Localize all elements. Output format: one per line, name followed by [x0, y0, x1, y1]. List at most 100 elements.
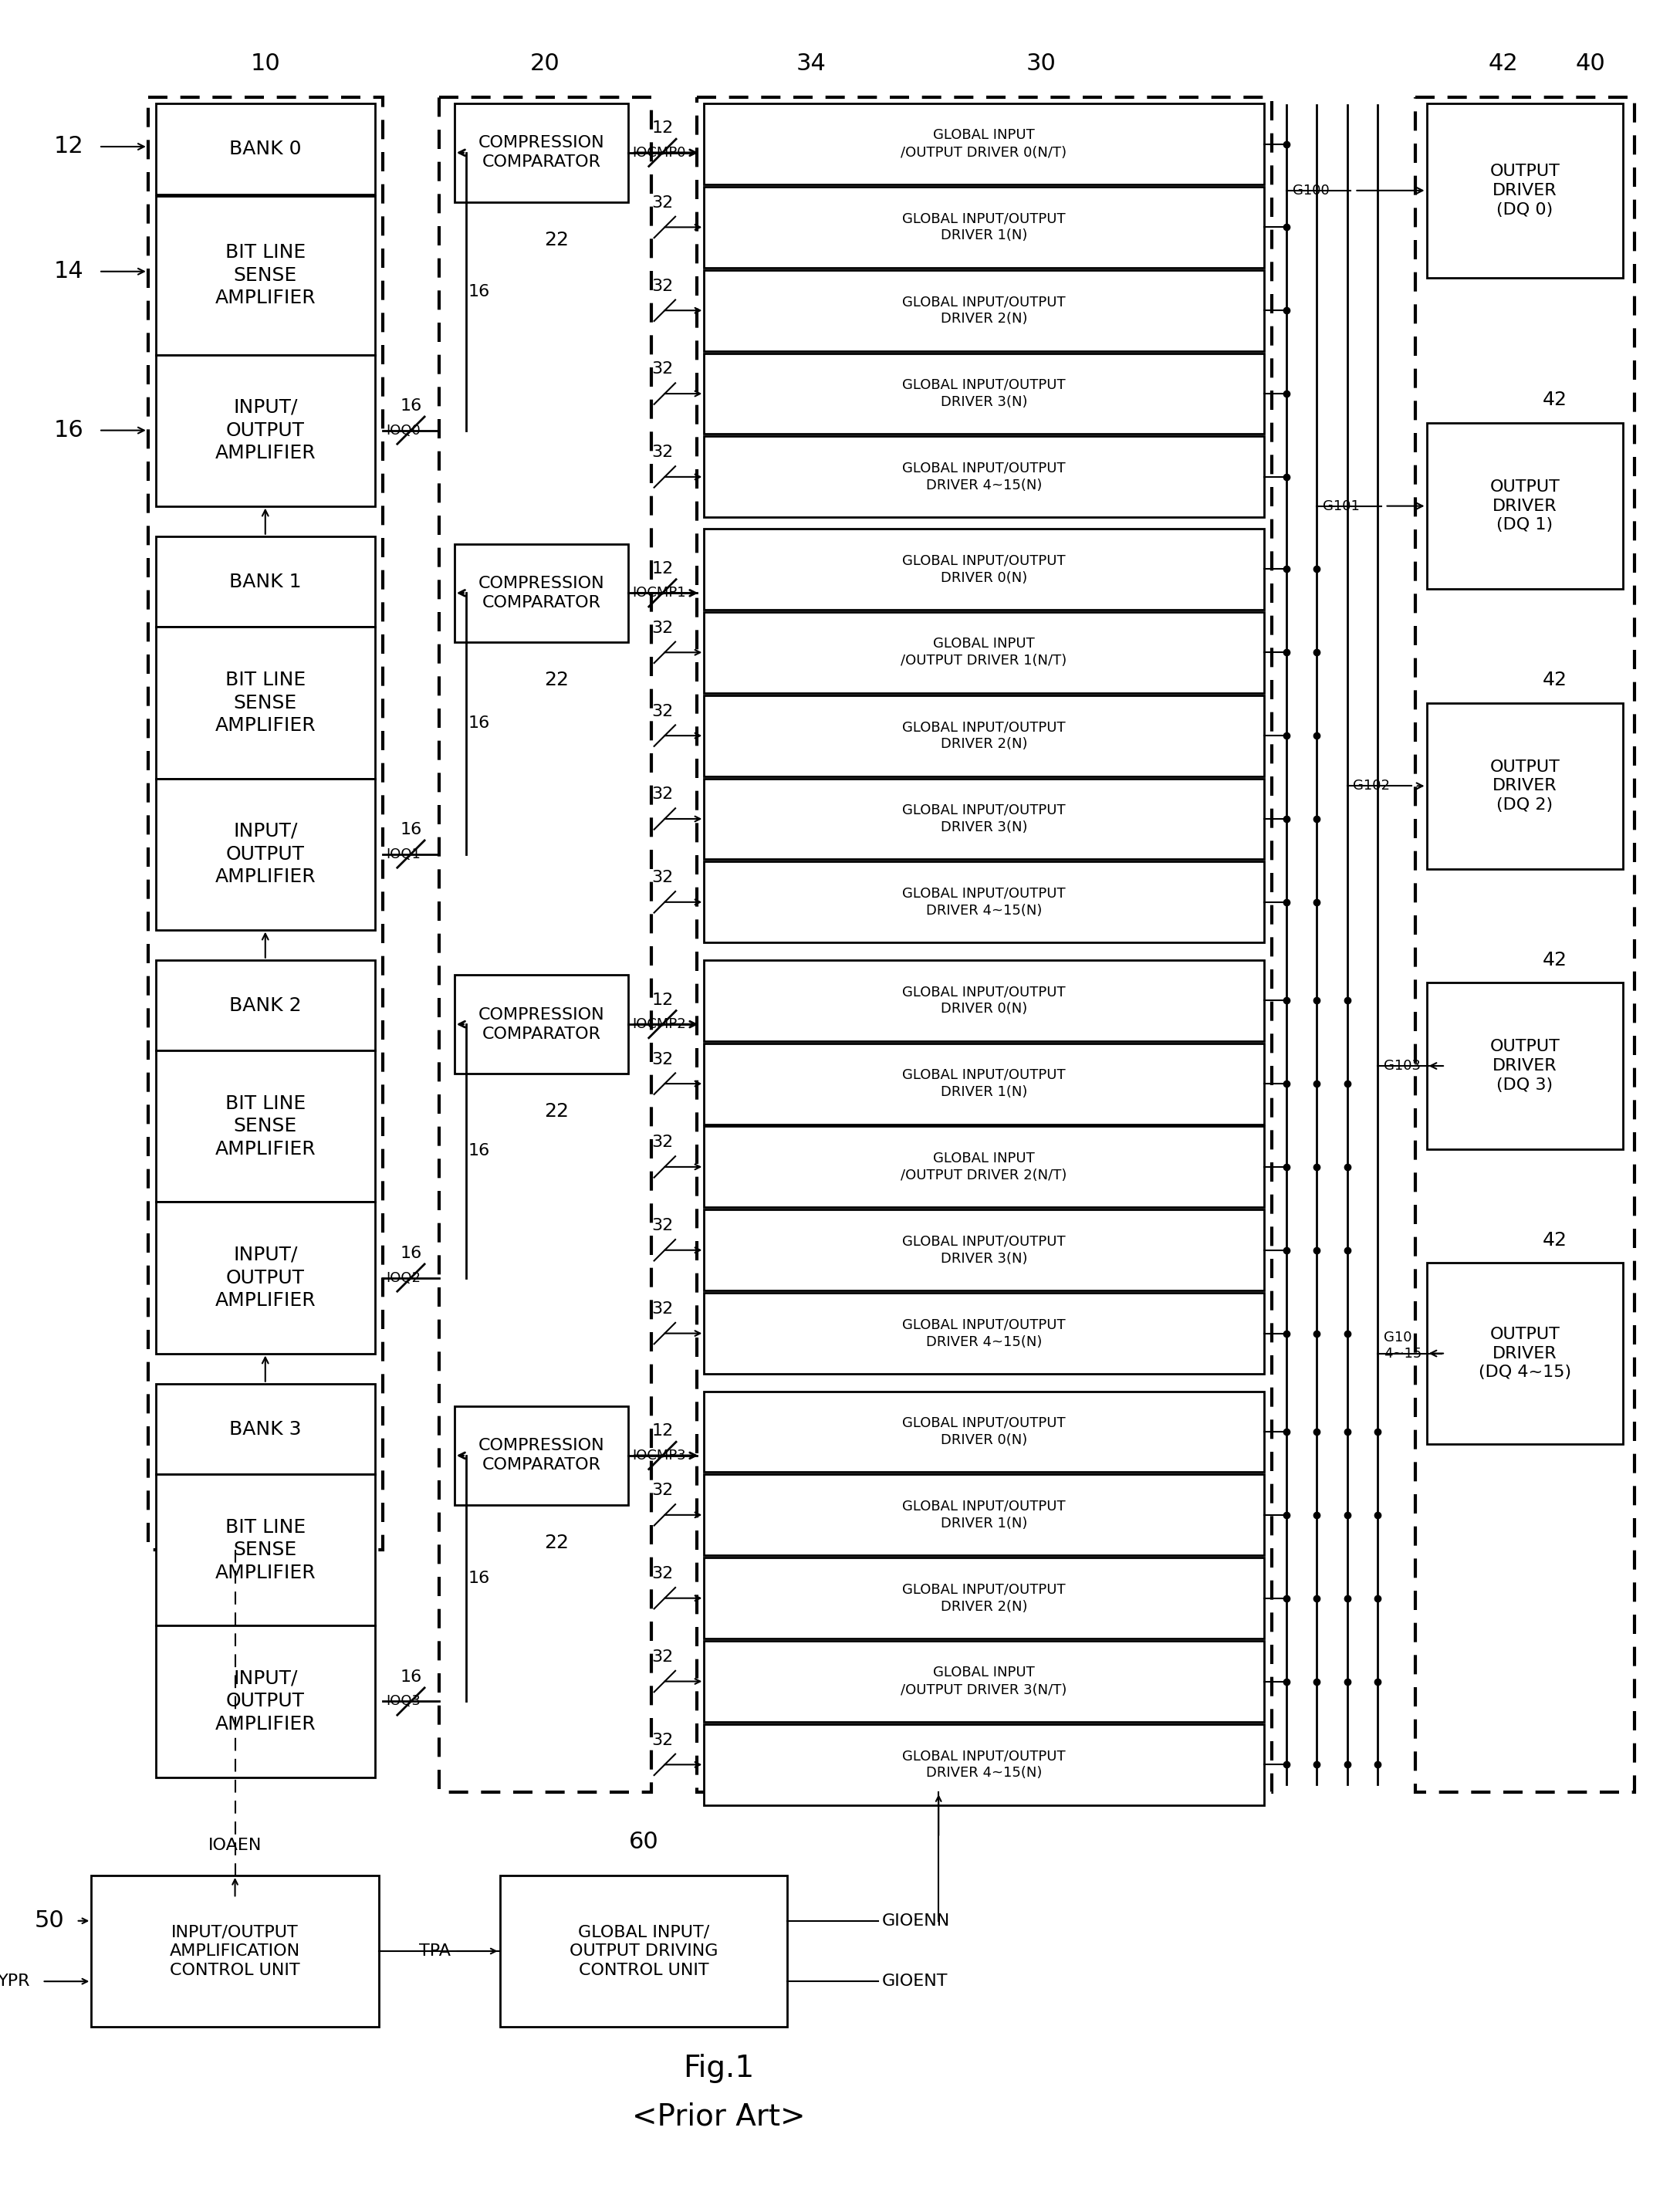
- Bar: [155, 1385, 376, 1475]
- Text: INPUT/
OUTPUT
AMPLIFIER: INPUT/ OUTPUT AMPLIFIER: [215, 1245, 316, 1310]
- Bar: [705, 1641, 1264, 1721]
- Bar: [155, 1626, 376, 1776]
- Bar: [454, 104, 628, 201]
- Text: 32: 32: [651, 1732, 673, 1747]
- Text: GLOBAL INPUT/OUTPUT
DRIVER 2(N): GLOBAL INPUT/OUTPUT DRIVER 2(N): [902, 294, 1065, 325]
- Text: GLOBAL INPUT
/OUTPUT DRIVER 0(N/T): GLOBAL INPUT /OUTPUT DRIVER 0(N/T): [900, 128, 1067, 159]
- Bar: [705, 613, 1264, 692]
- Bar: [454, 544, 628, 641]
- Text: OUTPUT
DRIVER
(DQ 4~15): OUTPUT DRIVER (DQ 4~15): [1478, 1327, 1571, 1380]
- Bar: [1426, 982, 1623, 1148]
- Text: INPUT/
OUTPUT
AMPLIFIER: INPUT/ OUTPUT AMPLIFIER: [215, 398, 316, 462]
- Text: OUTPUT
DRIVER
(DQ 2): OUTPUT DRIVER (DQ 2): [1490, 759, 1560, 812]
- Text: G101: G101: [1323, 500, 1359, 513]
- Text: 32: 32: [651, 1482, 673, 1498]
- Bar: [155, 626, 376, 779]
- Text: GLOBAL INPUT/OUTPUT
DRIVER 3(N): GLOBAL INPUT/OUTPUT DRIVER 3(N): [902, 378, 1065, 409]
- Text: 60: 60: [628, 1829, 658, 1854]
- Text: G103: G103: [1383, 1060, 1421, 1073]
- Text: 16: 16: [468, 283, 489, 299]
- Text: 12: 12: [651, 122, 673, 137]
- Text: IOAEN: IOAEN: [209, 1838, 262, 1854]
- Bar: [705, 695, 1264, 776]
- Bar: [439, 97, 651, 1792]
- Text: IOQ3: IOQ3: [386, 1694, 421, 1708]
- Text: 16: 16: [468, 1571, 489, 1586]
- Text: 20: 20: [531, 53, 559, 75]
- Text: Fig.1
<Prior Art>: Fig.1 <Prior Art>: [631, 2055, 805, 2130]
- Text: 16: 16: [401, 1245, 423, 1261]
- Text: GLOBAL INPUT/OUTPUT
DRIVER 3(N): GLOBAL INPUT/OUTPUT DRIVER 3(N): [902, 1234, 1065, 1265]
- Text: OUTPUT
DRIVER
(DQ 1): OUTPUT DRIVER (DQ 1): [1490, 480, 1560, 533]
- Bar: [155, 104, 376, 195]
- Text: GLOBAL INPUT/OUTPUT
DRIVER 4~15(N): GLOBAL INPUT/OUTPUT DRIVER 4~15(N): [902, 887, 1065, 918]
- Text: GLOBAL INPUT/OUTPUT
DRIVER 4~15(N): GLOBAL INPUT/OUTPUT DRIVER 4~15(N): [902, 462, 1065, 493]
- Text: GLOBAL INPUT
/OUTPUT DRIVER 2(N/T): GLOBAL INPUT /OUTPUT DRIVER 2(N/T): [900, 1152, 1067, 1183]
- Text: 22: 22: [544, 230, 569, 250]
- Text: BANK 1: BANK 1: [229, 573, 301, 591]
- Text: 12: 12: [651, 1425, 673, 1438]
- Text: 22: 22: [544, 670, 569, 690]
- Text: 32: 32: [651, 619, 673, 635]
- Text: BIT LINE
SENSE
AMPLIFIER: BIT LINE SENSE AMPLIFIER: [215, 1095, 316, 1159]
- Text: 32: 32: [651, 1051, 673, 1066]
- Bar: [155, 354, 376, 507]
- Bar: [705, 1391, 1264, 1473]
- Bar: [1426, 422, 1623, 588]
- Text: IOCMP0: IOCMP0: [633, 146, 686, 159]
- Text: 16: 16: [468, 717, 489, 732]
- Text: 42: 42: [1543, 392, 1568, 409]
- Text: 32: 32: [651, 195, 673, 210]
- Text: YPR: YPR: [0, 1973, 30, 1989]
- Text: 32: 32: [651, 279, 673, 294]
- Text: COMPRESSION
COMPARATOR: COMPRESSION COMPARATOR: [478, 575, 605, 611]
- Text: G102: G102: [1353, 779, 1389, 792]
- Text: GLOBAL INPUT/OUTPUT
DRIVER 2(N): GLOBAL INPUT/OUTPUT DRIVER 2(N): [902, 1582, 1065, 1615]
- Text: 42: 42: [1543, 951, 1568, 969]
- Text: 42: 42: [1488, 53, 1518, 75]
- Bar: [155, 1051, 376, 1201]
- Bar: [705, 1210, 1264, 1290]
- Text: 16: 16: [401, 823, 423, 838]
- Bar: [705, 104, 1264, 184]
- Bar: [149, 97, 382, 1551]
- Text: GLOBAL INPUT/OUTPUT
DRIVER 1(N): GLOBAL INPUT/OUTPUT DRIVER 1(N): [902, 212, 1065, 243]
- Text: GLOBAL INPUT/OUTPUT
DRIVER 3(N): GLOBAL INPUT/OUTPUT DRIVER 3(N): [902, 803, 1065, 834]
- Text: 16: 16: [468, 1144, 489, 1159]
- Text: INPUT/
OUTPUT
AMPLIFIER: INPUT/ OUTPUT AMPLIFIER: [215, 823, 316, 887]
- Text: OUTPUT
DRIVER
(DQ 0): OUTPUT DRIVER (DQ 0): [1490, 164, 1560, 217]
- Text: 12: 12: [651, 993, 673, 1009]
- Bar: [454, 975, 628, 1073]
- Text: GIOENN: GIOENN: [882, 1913, 950, 1929]
- Text: IOCMP3: IOCMP3: [633, 1449, 686, 1462]
- Text: IOQ0: IOQ0: [386, 422, 421, 438]
- Text: 32: 32: [651, 787, 673, 803]
- Bar: [454, 1407, 628, 1504]
- Text: GLOBAL INPUT/OUTPUT
DRIVER 1(N): GLOBAL INPUT/OUTPUT DRIVER 1(N): [902, 1500, 1065, 1531]
- Text: BIT LINE
SENSE
AMPLIFIER: BIT LINE SENSE AMPLIFIER: [215, 670, 316, 734]
- Text: 10: 10: [250, 53, 281, 75]
- Text: 32: 32: [651, 361, 673, 376]
- Text: GLOBAL INPUT
/OUTPUT DRIVER 3(N/T): GLOBAL INPUT /OUTPUT DRIVER 3(N/T): [900, 1666, 1067, 1697]
- Bar: [705, 436, 1264, 518]
- Bar: [696, 97, 1271, 1792]
- Text: 40: 40: [1576, 53, 1605, 75]
- Text: TPA: TPA: [419, 1944, 451, 1960]
- Text: IOQ2: IOQ2: [386, 1272, 421, 1285]
- Text: 14: 14: [53, 261, 84, 283]
- Bar: [92, 1876, 379, 2026]
- Text: COMPRESSION
COMPARATOR: COMPRESSION COMPARATOR: [478, 1006, 605, 1042]
- Bar: [155, 535, 376, 626]
- Bar: [155, 1475, 376, 1626]
- Bar: [155, 1201, 376, 1354]
- Text: 12: 12: [651, 562, 673, 577]
- Text: 16: 16: [53, 418, 84, 442]
- Bar: [705, 1292, 1264, 1374]
- Bar: [705, 1557, 1264, 1639]
- Text: 32: 32: [651, 1301, 673, 1316]
- Text: 42: 42: [1543, 670, 1568, 690]
- Bar: [155, 779, 376, 929]
- Text: 32: 32: [651, 1135, 673, 1150]
- Text: INPUT/OUTPUT
AMPLIFICATION
CONTROL UNIT: INPUT/OUTPUT AMPLIFICATION CONTROL UNIT: [170, 1924, 301, 1978]
- Bar: [705, 270, 1264, 352]
